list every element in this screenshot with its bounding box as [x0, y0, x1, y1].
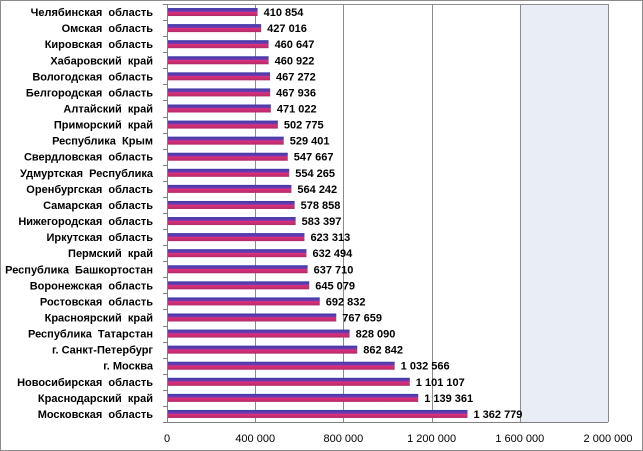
category-label-21: г. Санкт-Петербург: [52, 345, 153, 357]
value-label-18: 692 832: [326, 296, 366, 308]
category-label-3: Хабаровский край: [50, 55, 153, 67]
x-tick-label-0: 0: [164, 433, 170, 445]
bar-22: [168, 361, 395, 370]
category-label-16: Республика Башкортостан: [5, 264, 153, 276]
value-label-20: 828 090: [356, 329, 396, 341]
bar-21: [168, 345, 358, 354]
category-label-25: Московская область: [38, 409, 154, 421]
category-label-4: Вологодская область: [32, 71, 153, 83]
category-label-11: Оренбургская область: [26, 184, 153, 196]
bar-18: [168, 297, 320, 306]
category-label-12: Самарская область: [43, 200, 153, 212]
bar-9: [168, 152, 288, 161]
category-label-20: Республика Татарстан: [28, 329, 153, 341]
category-label-19: Красноярский край: [45, 313, 153, 325]
value-label-14: 623 313: [310, 232, 350, 244]
value-label-0: 410 854: [264, 7, 305, 19]
bar-7: [168, 120, 278, 129]
category-label-0: Челябинская область: [31, 7, 154, 19]
bar-16: [168, 265, 308, 274]
value-label-23: 1 101 107: [416, 377, 465, 389]
x-tick-label-2: 800 000: [324, 433, 364, 445]
category-label-6: Алтайский край: [63, 104, 153, 116]
value-label-16: 637 710: [314, 264, 354, 276]
value-label-4: 467 272: [276, 71, 316, 83]
category-label-13: Нижегородская область: [18, 216, 153, 228]
value-label-2: 460 647: [275, 39, 315, 51]
category-label-22: г. Москва: [103, 361, 154, 373]
category-label-8: Республика Крым: [52, 136, 153, 148]
value-label-21: 862 842: [363, 345, 403, 357]
value-label-22: 1 032 566: [401, 361, 450, 373]
value-label-25: 1 362 779: [473, 409, 522, 421]
value-label-11: 564 242: [297, 184, 337, 196]
category-label-14: Иркутская область: [46, 232, 153, 244]
bar-3: [168, 56, 269, 65]
value-label-6: 471 022: [277, 104, 317, 116]
x-tick-label-1: 400 000: [235, 433, 275, 445]
category-label-7: Приморский край: [54, 120, 153, 132]
bar-2: [168, 40, 269, 49]
value-label-5: 467 936: [276, 87, 316, 99]
value-label-17: 645 079: [315, 280, 355, 292]
value-label-24: 1 139 361: [424, 393, 473, 405]
category-label-9: Свердловская область: [24, 152, 153, 164]
category-label-15: Пермский край: [68, 248, 153, 260]
value-label-10: 554 265: [295, 168, 335, 180]
bar-4: [168, 72, 271, 81]
value-label-3: 460 922: [275, 55, 315, 67]
category-label-17: Воронежская область: [30, 280, 153, 292]
value-label-1: 427 016: [267, 23, 307, 35]
category-label-23: Новосибирская область: [17, 377, 153, 389]
value-label-12: 578 858: [301, 200, 341, 212]
category-label-24: Краснодарский край: [38, 393, 153, 405]
category-label-10: Удмуртская Республика: [20, 168, 154, 180]
plot-shaded-band: [519, 4, 608, 422]
value-label-7: 502 775: [284, 120, 324, 132]
bar-1: [168, 24, 262, 33]
bar-8: [168, 136, 284, 145]
bar-15: [168, 249, 307, 258]
bar-24: [168, 393, 419, 402]
value-label-19: 767 659: [342, 313, 382, 325]
value-label-15: 632 494: [312, 248, 353, 260]
bar-20: [168, 329, 350, 338]
value-label-13: 583 397: [302, 216, 342, 228]
bar-19: [168, 313, 337, 322]
x-tick-label-3: 1 200 000: [407, 433, 456, 445]
x-tick-label-5: 2 000 000: [584, 433, 633, 445]
bar-23: [168, 377, 410, 386]
bar-5: [168, 88, 271, 97]
x-tick-label-4: 1 600 000: [495, 433, 544, 445]
bar-17: [168, 281, 310, 290]
bar-12: [168, 200, 295, 209]
category-label-5: Белгородская область: [26, 87, 153, 99]
bar-25: [168, 409, 468, 418]
bar-14: [168, 233, 305, 242]
category-label-18: Ростовская область: [40, 296, 153, 308]
bar-11: [168, 184, 292, 193]
value-label-9: 547 667: [294, 152, 334, 164]
bar-10: [168, 168, 290, 177]
value-label-8: 529 401: [290, 136, 330, 148]
category-label-2: Кировская область: [45, 39, 154, 51]
bar-13: [168, 217, 296, 226]
bar-6: [168, 104, 271, 113]
category-label-1: Омская область: [62, 23, 154, 35]
bar-0: [168, 8, 258, 17]
